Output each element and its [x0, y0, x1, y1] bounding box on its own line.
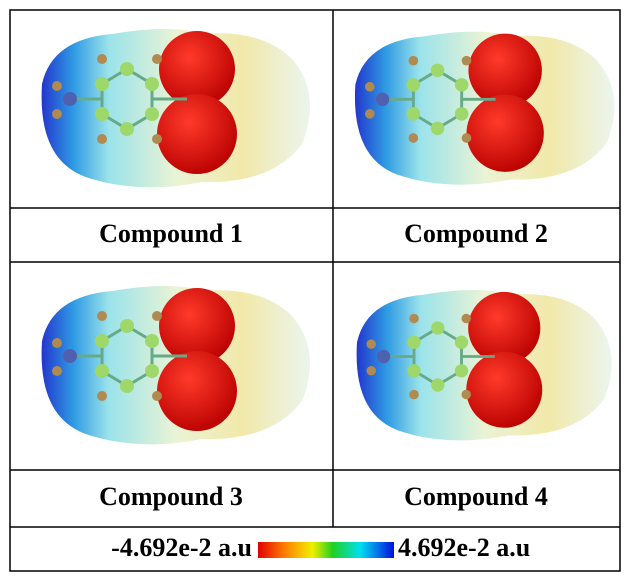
- esp-map: [42, 286, 310, 444]
- compound-label: Compound 4: [404, 482, 548, 511]
- compound-label: Compound 1: [99, 219, 243, 248]
- scale-min-label: -4.692e-2 a.u: [111, 533, 252, 562]
- figure: Compound 1 Compound 2 Compound 3 Compoun…: [0, 0, 630, 581]
- page: Compound 1 Compound 2 Compound 3 Compoun…: [0, 0, 630, 581]
- esp-map: [357, 290, 612, 440]
- scale-max-label: 4.692e-2 a.u: [398, 533, 530, 562]
- color-scale-bar: [258, 542, 394, 558]
- esp-map: [42, 29, 310, 187]
- esp-map: [355, 32, 614, 185]
- compound-label: Compound 3: [99, 482, 243, 511]
- compound-label: Compound 2: [404, 219, 548, 248]
